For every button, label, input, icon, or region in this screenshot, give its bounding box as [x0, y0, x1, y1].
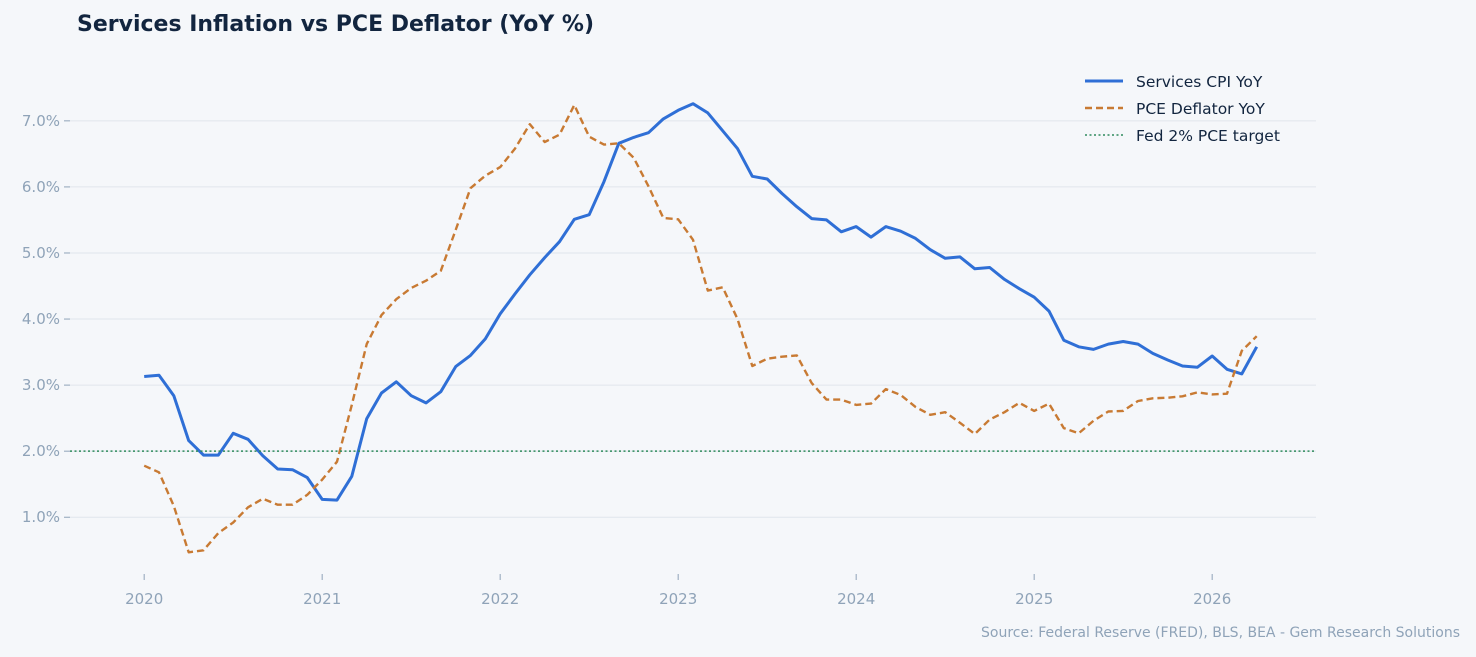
series-line-1 — [143, 103, 1258, 554]
series-line-0 — [144, 102, 1259, 502]
legend-label-2: Fed 2% PCE target — [1136, 127, 1280, 145]
x-tick-label: 2026 — [1193, 590, 1231, 608]
x-tick-label: 2021 — [303, 590, 341, 608]
legend-label-0: Services CPI YoY — [1136, 73, 1263, 91]
y-tick-label: 6.0% — [22, 178, 60, 196]
grid-lines — [70, 120, 1316, 518]
legend-label-1: PCE Deflator YoY — [1136, 100, 1265, 118]
x-tick-label: 2022 — [481, 590, 519, 608]
y-tick-label: 4.0% — [22, 310, 60, 328]
chart-title: Services Inflation vs PCE Deflator (YoY … — [77, 12, 594, 37]
legend: Services CPI YoY PCE Deflator YoY Fed 2% P… — [1085, 73, 1280, 145]
y-tick-label: 1.0% — [22, 508, 60, 526]
y-tick-label: 5.0% — [22, 244, 60, 262]
x-tick-label: 2024 — [837, 590, 875, 608]
x-tick-label: 2023 — [659, 590, 697, 608]
y-tick-label: 7.0% — [22, 112, 60, 130]
x-axis: 2020 2021 2022 2023 2024 2025 2026 — [125, 574, 1231, 608]
series-lines — [70, 102, 1316, 554]
x-tick-label: 2025 — [1015, 590, 1053, 608]
y-tick-label: 3.0% — [22, 376, 60, 394]
x-tick-label: 2020 — [125, 590, 163, 608]
y-axis: 1.0% 2.0% 3.0% 4.0% 5.0% 6.0% 7.0% — [22, 112, 70, 526]
source-note: Source: Federal Reserve (FRED), BLS, BEA… — [981, 625, 1460, 641]
y-tick-label: 2.0% — [22, 442, 60, 460]
